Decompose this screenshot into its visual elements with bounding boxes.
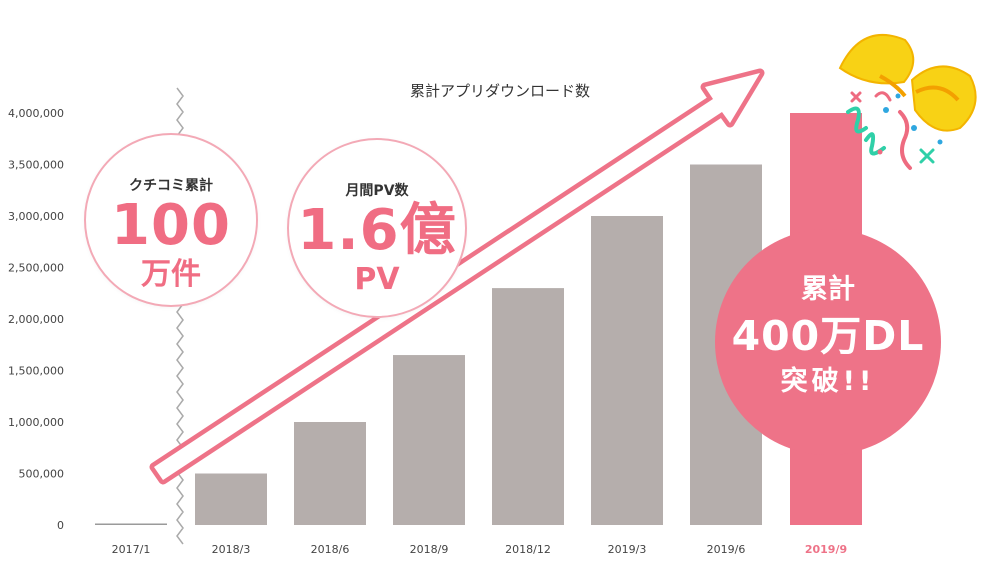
stat-reviews-unit: 万件 xyxy=(141,257,201,292)
y-tick-label: 1,500,000 xyxy=(8,365,64,378)
chart-title: 累計アプリダウンロード数 xyxy=(410,82,590,100)
y-tick-label: 3,000,000 xyxy=(8,210,64,223)
stat-pageviews-circle: 月間PV数 1.6億 PV xyxy=(287,138,467,318)
stat-pageviews-caption: 月間PV数 xyxy=(345,183,409,199)
x-tick-label: 2017/1 xyxy=(112,543,151,556)
bar xyxy=(492,288,564,525)
x-tick-label: 2018/6 xyxy=(311,543,350,556)
y-tick-label: 2,500,000 xyxy=(8,262,64,275)
x-tick-label: 2019/3 xyxy=(608,543,647,556)
milestone-badge: 累計 400万DL 突破!! xyxy=(715,229,941,455)
x-tick-label: 2019/9 xyxy=(805,543,847,556)
stat-reviews-caption: クチコミ累計 xyxy=(129,178,213,194)
growth-arrow xyxy=(149,68,765,485)
x-tick-label: 2018/12 xyxy=(505,543,551,556)
y-tick-label: 2,000,000 xyxy=(8,313,64,326)
bar xyxy=(591,216,663,525)
stat-reviews-value: 100 xyxy=(111,193,231,258)
y-tick-label: 500,000 xyxy=(19,468,65,481)
badge-line2: 400万DL xyxy=(731,312,925,360)
x-tick-label: 2018/3 xyxy=(212,543,251,556)
y-tick-label: 4,000,000 xyxy=(8,107,64,120)
x-tick-label: 2019/6 xyxy=(707,543,746,556)
confetti-party-popper-icon xyxy=(838,33,977,170)
badge-line3: 突破!! xyxy=(780,366,876,397)
y-axis: 0 500,000 1,000,000 1,500,000 2,000,000 2,500… xyxy=(8,107,64,532)
stat-pageviews-value: 1.6億 xyxy=(297,198,457,263)
bar xyxy=(393,355,465,525)
y-tick-label: 1,000,000 xyxy=(8,416,64,429)
stat-reviews-circle: クチコミ累計 100 万件 xyxy=(84,133,258,307)
bars xyxy=(95,113,862,525)
x-tick-label: 2018/9 xyxy=(410,543,449,556)
y-tick-label: 0 xyxy=(57,519,64,532)
bar xyxy=(195,473,267,525)
bar xyxy=(95,523,167,525)
x-axis: 2017/1 2018/3 2018/6 2018/9 2018/12 2019/3 201… xyxy=(112,543,848,556)
bar xyxy=(294,422,366,525)
stat-pageviews-unit: PV xyxy=(354,262,400,297)
y-tick-label: 3,500,000 xyxy=(8,159,64,172)
badge-line1: 累計 xyxy=(801,274,855,305)
